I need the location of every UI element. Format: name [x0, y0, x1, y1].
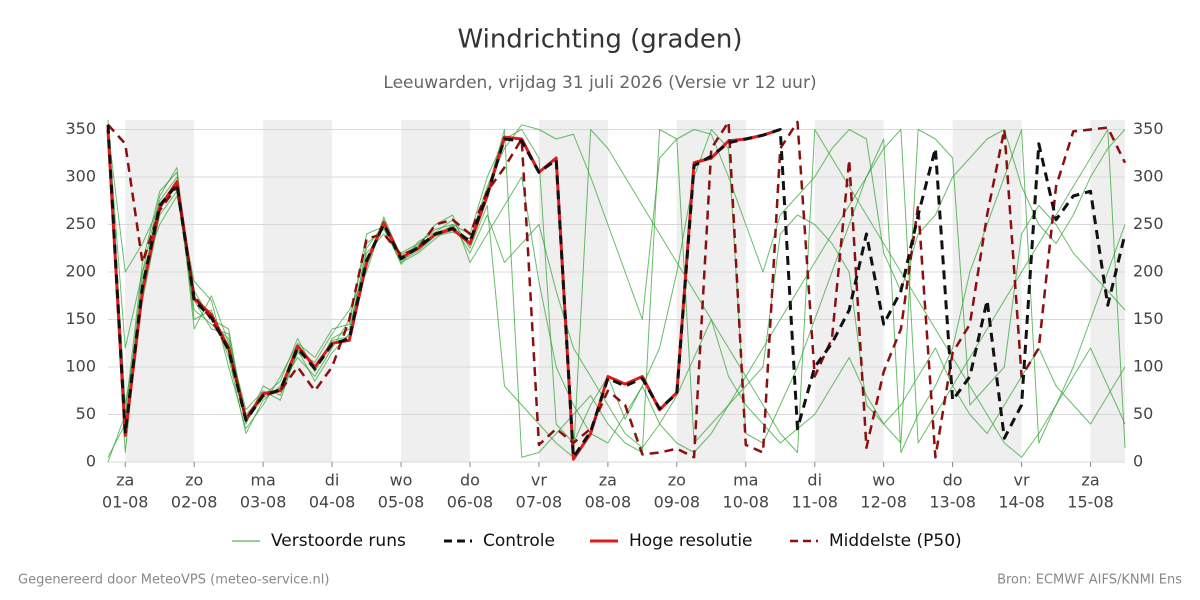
y2-tick-label: 50 — [1133, 404, 1153, 423]
y-tick-label: 200 — [65, 262, 96, 281]
day-shade — [952, 120, 1022, 462]
footer-left: Gegenereerd door MeteoVPS (meteo-service… — [18, 573, 329, 588]
x-tick-date: 13-08 — [929, 493, 976, 512]
x-tick-label: di — [807, 471, 822, 490]
day-shade — [401, 120, 470, 462]
y-tick-label: 350 — [65, 119, 96, 138]
legend-label: Verstoorde runs — [271, 531, 406, 551]
perturbed-run — [107, 124, 1126, 453]
perturbed-run — [107, 129, 1126, 463]
x-tick-label: zo — [185, 471, 203, 490]
chart-title: Windrichting (graden) — [457, 25, 742, 55]
y2-tick-label: 0 — [1133, 452, 1143, 471]
y-tick-label: 300 — [65, 167, 96, 186]
y-tick-label: 50 — [76, 404, 96, 423]
y2-tick-label: 300 — [1133, 167, 1164, 186]
x-tick-label: za — [116, 471, 134, 490]
x-tick-date: 08-08 — [585, 493, 632, 512]
y-tick-label: 100 — [65, 357, 96, 376]
footer-right: Bron: ECMWF AIFS/KNMI Ens — [997, 573, 1182, 588]
x-tick-label: wo — [390, 471, 413, 490]
day-shade — [263, 120, 333, 462]
x-tick-label: zo — [668, 471, 686, 490]
y2-tick-label: 250 — [1133, 214, 1164, 233]
y-tick-label: 150 — [65, 309, 96, 328]
x-tick-label: vr — [531, 471, 547, 490]
x-tick-label: vr — [1014, 471, 1030, 490]
x-tick-label: za — [1081, 471, 1099, 490]
x-tick-date: 09-08 — [654, 493, 701, 512]
legend-label: Middelste (P50) — [829, 531, 962, 551]
perturbed-run — [107, 124, 1126, 453]
day-shade — [676, 120, 746, 462]
x-tick-date: 07-08 — [516, 493, 563, 512]
x-tick-label: wo — [872, 471, 895, 490]
x-tick-date: 12-08 — [860, 493, 907, 512]
y2-tick-label: 150 — [1133, 309, 1164, 328]
x-tick-label: di — [325, 471, 340, 490]
x-tick-label: do — [460, 471, 480, 490]
x-tick-label: ma — [733, 471, 758, 490]
x-tick-date: 15-08 — [1067, 493, 1114, 512]
x-tick-date: 04-08 — [309, 493, 356, 512]
y2-tick-label: 100 — [1133, 357, 1164, 376]
y2-tick-label: 350 — [1133, 119, 1164, 138]
perturbed-run — [107, 119, 1126, 449]
legend-label: Hoge resolutie — [629, 531, 753, 551]
x-tick-date: 01-08 — [102, 493, 149, 512]
y2-tick-label: 200 — [1133, 262, 1164, 281]
x-tick-date: 14-08 — [998, 493, 1045, 512]
x-tick-date: 05-08 — [378, 493, 425, 512]
x-tick-label: do — [943, 471, 963, 490]
x-tick-label: za — [599, 471, 617, 490]
series-line — [106, 124, 1127, 459]
chart-subtitle: Leeuwarden, vrijdag 31 juli 2026 (Versie… — [383, 73, 816, 93]
day-shade — [125, 120, 195, 462]
x-tick-date: 03-08 — [240, 493, 287, 512]
x-tick-date: 02-08 — [171, 493, 218, 512]
y-tick-label: 250 — [65, 214, 96, 233]
x-tick-date: 10-08 — [723, 493, 770, 512]
series-line — [107, 120, 1127, 459]
x-tick-date: 11-08 — [791, 493, 838, 512]
x-tick-date: 06-08 — [447, 493, 494, 512]
y-tick-label: 0 — [86, 452, 96, 471]
legend-label: Controle — [483, 531, 555, 551]
x-tick-label: ma — [250, 471, 275, 490]
